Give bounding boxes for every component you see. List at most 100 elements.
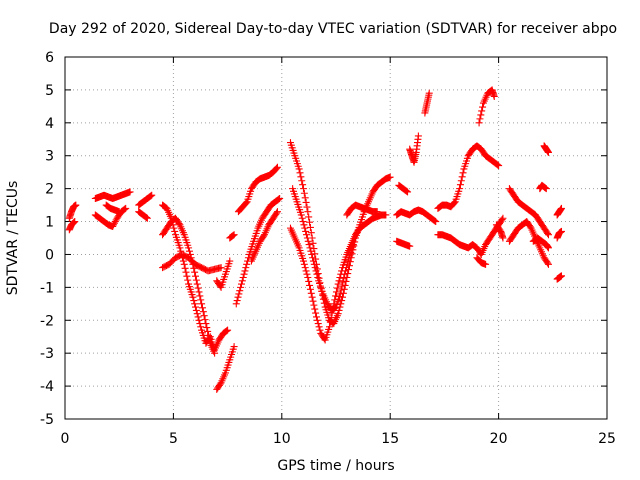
x-tick-label: 15 — [381, 431, 399, 447]
data-point — [301, 224, 309, 232]
data-point — [306, 244, 314, 252]
x-axis-title: GPS time / hours — [277, 458, 394, 474]
data-point — [171, 227, 179, 235]
data-point — [147, 192, 155, 200]
data-point — [337, 286, 345, 294]
data-point — [544, 148, 552, 156]
data-point — [241, 267, 249, 275]
data-point — [193, 280, 201, 288]
data-point — [189, 293, 197, 301]
data-point — [339, 278, 347, 286]
x-tick-label: 5 — [169, 431, 178, 447]
data-point — [179, 257, 187, 265]
data-point — [239, 273, 247, 281]
data-point — [310, 301, 318, 309]
tick-labels: -5 -4 -3 -2 -1 0 1 2 3 4 5 6 0 5 10 15 20 25 — [40, 50, 616, 447]
data-point — [180, 260, 188, 268]
data-point — [169, 221, 177, 229]
data-point — [302, 227, 310, 235]
data-point — [111, 218, 119, 226]
data-point — [305, 213, 313, 221]
data-point — [307, 289, 315, 297]
data-point — [343, 260, 351, 268]
data-point — [170, 224, 178, 232]
data-point — [320, 335, 328, 343]
data-point — [297, 173, 305, 181]
data-point — [182, 268, 190, 276]
y-tick-label: -4 — [40, 379, 54, 395]
data-point — [296, 169, 304, 177]
data-point — [183, 272, 191, 280]
data-point — [298, 214, 306, 222]
data-point — [341, 270, 349, 278]
data-point — [110, 221, 118, 229]
data-point — [335, 277, 343, 285]
data-point — [176, 244, 184, 252]
y-tick-label: 1 — [45, 215, 54, 231]
y-tick-label: 0 — [45, 247, 54, 263]
data-point — [338, 282, 346, 290]
data-point — [243, 260, 251, 268]
data-point — [338, 297, 346, 305]
data-point — [456, 185, 464, 193]
y-tick-label: -1 — [40, 280, 54, 296]
data-point — [146, 193, 154, 201]
data-point — [309, 257, 317, 265]
data-point — [373, 208, 381, 216]
data-point — [306, 281, 314, 289]
data-point — [304, 237, 312, 245]
data-point — [403, 187, 411, 195]
data-point — [190, 297, 198, 305]
data-point — [240, 270, 248, 278]
data-point — [382, 211, 390, 219]
data-point — [301, 264, 309, 272]
data-point — [201, 316, 209, 324]
data-point — [386, 173, 394, 181]
data-point — [314, 273, 322, 281]
y-tick-label: 5 — [45, 83, 54, 99]
data-point — [402, 187, 410, 195]
data-point — [344, 257, 352, 265]
chart-title: Day 292 of 2020, Sidereal Day-to-day VTE… — [49, 21, 617, 37]
data-point — [197, 323, 205, 331]
data-point — [557, 227, 565, 235]
data-point — [476, 115, 484, 123]
data-point — [300, 221, 308, 229]
data-point — [168, 218, 176, 226]
data-point — [308, 250, 316, 258]
data-point — [541, 184, 549, 192]
data-point — [142, 213, 150, 221]
x-tick-label: 10 — [273, 431, 291, 447]
y-tick-label: -5 — [40, 412, 54, 428]
data-point — [236, 287, 244, 295]
data-point — [194, 313, 202, 321]
data-point — [432, 218, 440, 226]
data-point — [235, 290, 243, 298]
data-point — [498, 216, 506, 224]
data-point — [425, 89, 433, 97]
grid-layer — [65, 57, 607, 419]
data-point — [276, 195, 284, 203]
data-point — [237, 283, 245, 291]
data-point — [404, 188, 412, 196]
data-point — [195, 316, 203, 324]
data-point — [459, 169, 467, 177]
data-point — [557, 204, 565, 212]
data-point — [242, 264, 250, 272]
data-point — [450, 199, 458, 207]
data-point — [202, 320, 210, 328]
data-point — [335, 306, 343, 314]
x-tick-label: 0 — [61, 431, 70, 447]
data-point — [475, 119, 483, 127]
data-point — [122, 204, 130, 212]
data-point — [303, 231, 311, 239]
y-tick-label: -3 — [40, 346, 54, 362]
data-point — [456, 181, 464, 189]
data-point — [260, 232, 268, 240]
data-point — [195, 288, 203, 296]
data-point — [414, 132, 422, 140]
data-point — [216, 380, 224, 388]
data-point — [126, 188, 134, 196]
data-point — [493, 160, 501, 168]
data-point — [273, 164, 281, 172]
